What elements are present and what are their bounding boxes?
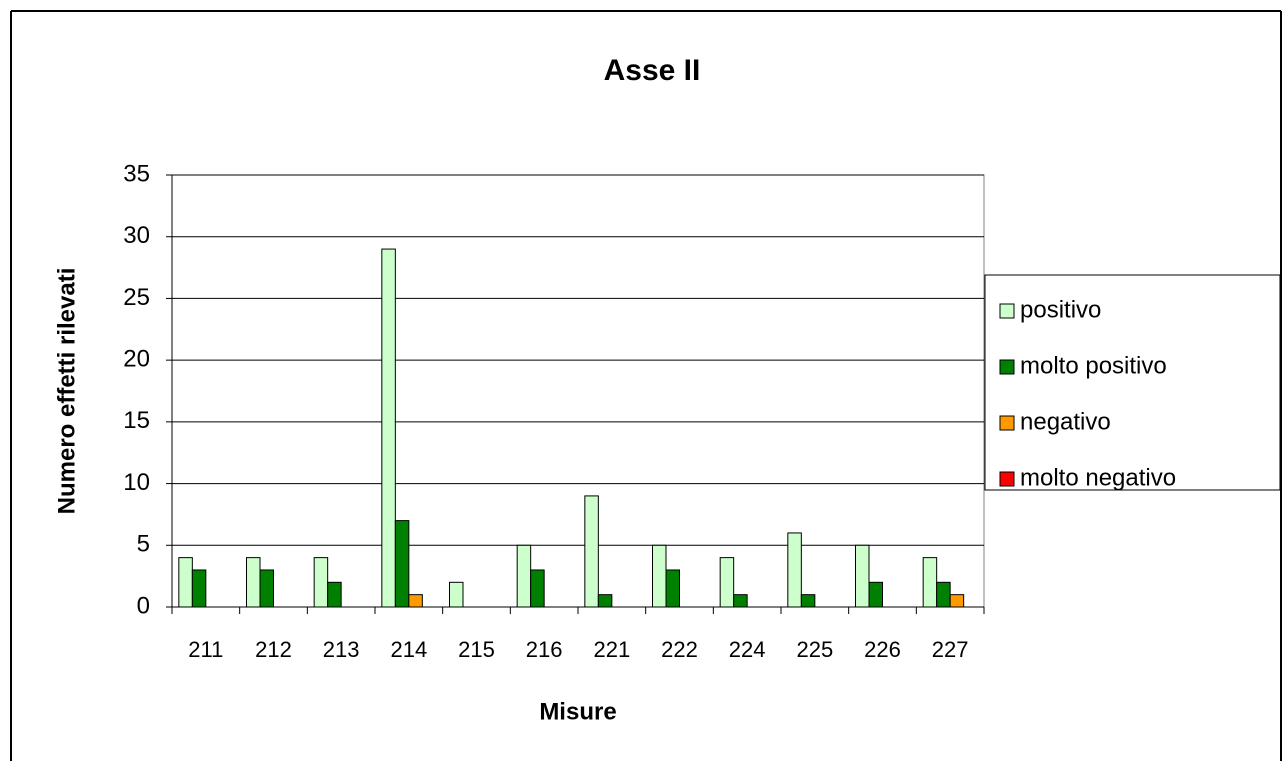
bar xyxy=(652,544,667,608)
y-tick-label: 25 xyxy=(123,284,150,311)
bar xyxy=(259,569,274,608)
bar xyxy=(787,532,802,608)
x-tick-label: 226 xyxy=(864,637,901,662)
x-tick-label: 213 xyxy=(323,637,360,662)
bar xyxy=(178,557,193,608)
bar xyxy=(327,581,342,608)
bar xyxy=(597,594,613,608)
y-axis-title: Numero effetti rilevati xyxy=(53,268,80,515)
y-tick-label: 10 xyxy=(123,469,150,496)
legend-box xyxy=(984,274,1281,491)
x-tick-label: 222 xyxy=(661,637,698,662)
x-tick-label: 216 xyxy=(526,637,563,662)
bar xyxy=(530,569,545,608)
bar xyxy=(855,544,870,608)
y-tick-label: 15 xyxy=(123,407,150,434)
legend-label: negativo xyxy=(1020,408,1111,435)
bar xyxy=(516,544,532,608)
y-tick-label: 0 xyxy=(137,592,150,619)
x-tick-label: 214 xyxy=(390,637,427,662)
x-tick-label: 227 xyxy=(932,637,969,662)
bar xyxy=(936,581,951,608)
bar xyxy=(949,594,965,608)
legend-swatch xyxy=(999,471,1015,487)
y-tick-label: 20 xyxy=(123,345,150,372)
bar xyxy=(191,569,207,608)
bar xyxy=(313,557,329,608)
legend-label: positivo xyxy=(1020,296,1101,323)
x-tick-label: 225 xyxy=(796,637,833,662)
bar xyxy=(381,248,396,608)
plot-area xyxy=(171,174,985,608)
bar xyxy=(733,594,748,608)
bar xyxy=(246,557,261,608)
bar xyxy=(922,557,938,608)
x-tick-label: 221 xyxy=(593,637,630,662)
legend-swatch xyxy=(999,303,1015,319)
y-tick-label: 30 xyxy=(123,222,150,249)
chart-title: Asse II xyxy=(604,54,701,87)
legend-label: molto negativo xyxy=(1020,464,1176,491)
legend-swatch xyxy=(999,359,1015,375)
bar xyxy=(408,594,423,608)
y-tick-label: 35 xyxy=(123,160,150,187)
x-tick-label: 211 xyxy=(188,637,223,662)
bar xyxy=(800,594,816,608)
y-tick-label: 5 xyxy=(137,531,150,558)
bar xyxy=(665,569,680,608)
bar xyxy=(868,581,883,608)
x-tick-label: 224 xyxy=(729,637,766,662)
x-tick-label: 215 xyxy=(458,637,495,662)
x-tick-label: 212 xyxy=(255,637,292,662)
bar xyxy=(449,581,464,608)
bar xyxy=(584,495,599,608)
bar xyxy=(719,557,735,608)
legend-label: molto positivo xyxy=(1020,352,1167,379)
bar xyxy=(394,520,410,608)
x-axis-title: Misure xyxy=(539,698,616,725)
legend-swatch xyxy=(999,415,1015,431)
